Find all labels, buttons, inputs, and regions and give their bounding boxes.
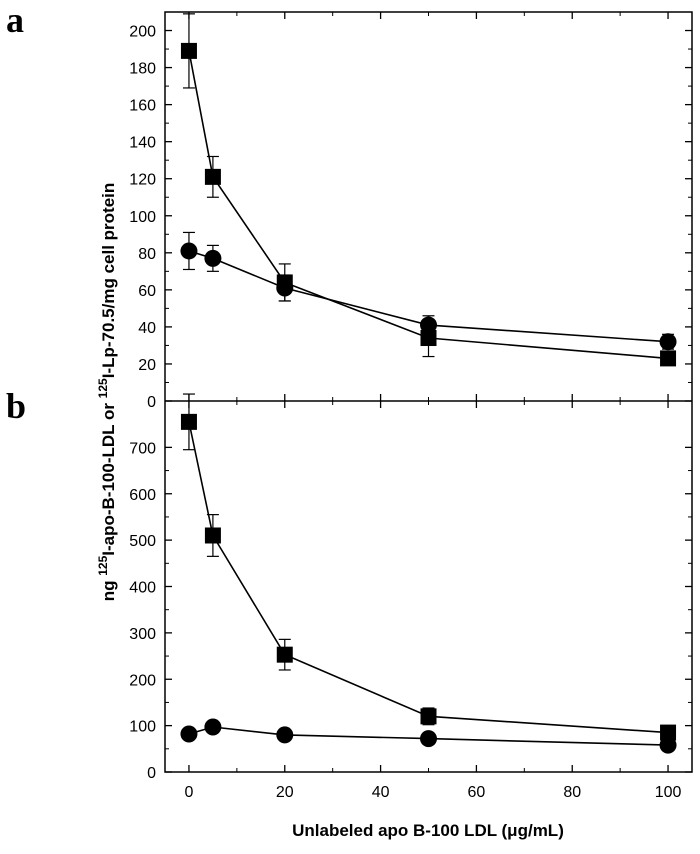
data-point-circle-b: [180, 725, 198, 743]
data-point-square-a: [204, 168, 221, 185]
y-tick-label-a: 160: [129, 98, 156, 115]
x-tick-label: 40: [372, 784, 390, 801]
data-point-square-b: [276, 646, 293, 663]
y-label-prefix: ng: [99, 576, 118, 602]
y-tick-label-a: 60: [138, 283, 156, 300]
y-label-sup1: 125: [96, 555, 110, 575]
data-point-square-a: [660, 350, 677, 367]
data-point-circle-b: [659, 736, 677, 754]
data-point-circle-a: [420, 316, 437, 334]
data-point-circle-b: [420, 730, 437, 748]
y-tick-label-b: 0: [147, 765, 156, 782]
y-tick-label-a: 180: [129, 61, 156, 78]
data-point-square-a: [180, 42, 197, 59]
data-point-circle-a: [180, 242, 198, 260]
y-tick-label-b: 200: [129, 672, 156, 689]
x-axis-label: Unlabeled apo B-100 LDL (μg/mL): [292, 821, 564, 840]
y-tick-label-a: 40: [138, 320, 156, 337]
x-tick-label: 20: [276, 784, 294, 801]
y-tick-label-b: 700: [129, 440, 156, 457]
y-label-mid: I-apo-B-100-LDL or: [99, 398, 118, 555]
y-tick-label-a: 80: [138, 246, 156, 263]
series-line-square-b: [188, 421, 669, 734]
y-tick-label-a: 200: [129, 24, 156, 41]
x-tick-label: 0: [185, 784, 194, 801]
y-tick-label-b: 300: [129, 626, 156, 643]
y-tick-label-b: 600: [129, 487, 156, 504]
y-tick-label-a: 100: [129, 209, 156, 226]
x-tick-label: 60: [468, 784, 486, 801]
data-point-square-b: [180, 413, 197, 430]
x-tick-label: 100: [655, 784, 682, 801]
y-label-sup2: 125: [96, 378, 110, 398]
x-tick-label: 80: [563, 784, 581, 801]
data-point-square-b: [420, 708, 437, 725]
plot-layer: 0204060801001201401601802000100200300400…: [129, 12, 692, 801]
panel-letter-a: a: [6, 0, 24, 40]
y-tick-label-a: 0: [147, 394, 156, 411]
y-tick-label-b: 100: [129, 719, 156, 736]
data-point-circle-a: [276, 279, 294, 297]
y-axis-label: ng 125I-apo-B-100-LDL or 125I-Lp-70.5/mg…: [96, 183, 118, 602]
y-tick-label-a: 140: [129, 135, 156, 152]
series-line-square-a: [188, 50, 669, 360]
data-point-circle-a: [659, 333, 677, 351]
y-tick-label-b: 500: [129, 533, 156, 550]
y-tick-label-b: 400: [129, 580, 156, 597]
data-point-square-b: [204, 527, 221, 544]
data-point-circle-b: [276, 726, 294, 744]
data-point-square-b: [660, 724, 677, 741]
data-point-circle-b: [204, 718, 222, 736]
panel-letter-b: b: [6, 386, 26, 426]
plot-frame: [164, 11, 693, 773]
y-tick-label-a: 20: [138, 357, 156, 374]
data-point-circle-a: [204, 249, 222, 267]
y-label-end: I-Lp-70.5/mg cell protein: [99, 183, 118, 379]
y-tick-label-a: 120: [129, 172, 156, 189]
